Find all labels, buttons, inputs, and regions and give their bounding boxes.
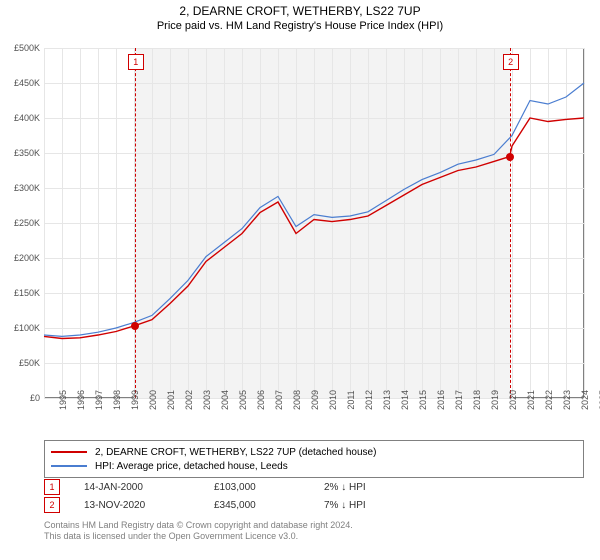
title-address: 2, DEARNE CROFT, WETHERBY, LS22 7UP	[0, 4, 600, 18]
y-tick-label: £100K	[14, 323, 40, 333]
y-tick-label: £450K	[14, 78, 40, 88]
legend: 2, DEARNE CROFT, WETHERBY, LS22 7UP (det…	[44, 440, 584, 478]
table-row: 1 14-JAN-2000 £103,000 2% ↓ HPI	[44, 478, 584, 496]
transaction-price: £345,000	[214, 500, 324, 511]
transaction-date: 14-JAN-2000	[84, 482, 214, 493]
transaction-delta: 2% ↓ HPI	[324, 482, 434, 493]
transactions-table: 1 14-JAN-2000 £103,000 2% ↓ HPI 2 13-NOV…	[44, 478, 584, 514]
legend-item-hpi: HPI: Average price, detached house, Leed…	[51, 459, 577, 473]
transaction-date: 13-NOV-2020	[84, 500, 214, 511]
table-row: 2 13-NOV-2020 £345,000 7% ↓ HPI	[44, 496, 584, 514]
plot-area: 12 £0£50K£100K£150K£200K£250K£300K£350K£…	[44, 48, 584, 398]
transaction-delta: 7% ↓ HPI	[324, 500, 434, 511]
down-arrow-icon: ↓	[341, 482, 346, 493]
attribution-line2: This data is licensed under the Open Gov…	[44, 531, 584, 542]
attribution-text: Contains HM Land Registry data © Crown c…	[44, 520, 584, 543]
data-point-marker	[506, 153, 514, 161]
legend-label-hpi: HPI: Average price, detached house, Leed…	[95, 461, 288, 472]
down-arrow-icon: ↓	[341, 500, 346, 511]
legend-swatch-hpi	[51, 465, 87, 467]
chart-container: 2, DEARNE CROFT, WETHERBY, LS22 7UP Pric…	[0, 0, 600, 560]
y-tick-label: £350K	[14, 148, 40, 158]
y-tick-label: £0	[30, 393, 40, 403]
title-subtitle: Price paid vs. HM Land Registry's House …	[0, 20, 600, 32]
x-tick-label: 2025	[584, 390, 600, 410]
legend-item-subject: 2, DEARNE CROFT, WETHERBY, LS22 7UP (det…	[51, 445, 577, 459]
y-tick-label: £250K	[14, 218, 40, 228]
legend-swatch-subject	[51, 451, 87, 453]
y-tick-label: £200K	[14, 253, 40, 263]
legend-label-subject: 2, DEARNE CROFT, WETHERBY, LS22 7UP (det…	[95, 447, 376, 458]
chart-titles: 2, DEARNE CROFT, WETHERBY, LS22 7UP Pric…	[0, 0, 600, 32]
transaction-index: 2	[44, 497, 60, 513]
data-point-marker	[131, 322, 139, 330]
y-tick-label: £400K	[14, 113, 40, 123]
transaction-index: 1	[44, 479, 60, 495]
reference-index-box: 2	[503, 54, 519, 70]
transaction-price: £103,000	[214, 482, 324, 493]
y-tick-label: £500K	[14, 43, 40, 53]
y-tick-label: £50K	[19, 358, 40, 368]
y-tick-label: £150K	[14, 288, 40, 298]
attribution-line1: Contains HM Land Registry data © Crown c…	[44, 520, 584, 531]
reference-index-box: 1	[128, 54, 144, 70]
line-series	[44, 48, 584, 398]
y-tick-label: £300K	[14, 183, 40, 193]
